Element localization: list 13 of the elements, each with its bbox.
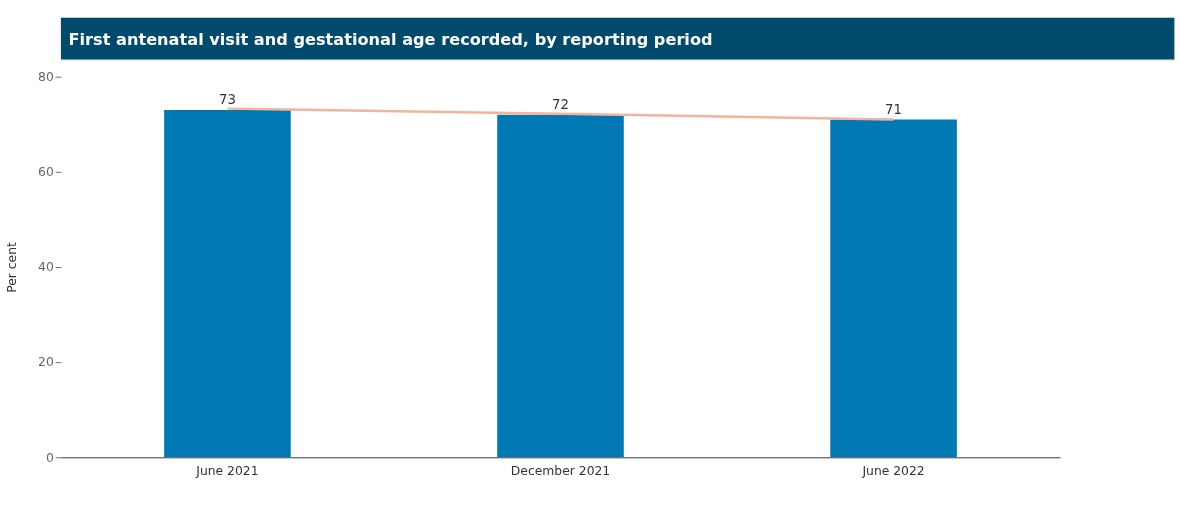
y-tick-label: 40 (38, 260, 54, 275)
data-label: 71 (885, 101, 903, 117)
chart-title: First antenatal visit and gestational age recorded, by reporting period (68, 30, 713, 50)
data-label: 72 (552, 97, 569, 113)
x-tick-label: December 2021 (510, 463, 611, 478)
data-label: 73 (218, 92, 236, 108)
x-tick-label: June 2022 (861, 463, 925, 478)
y-tick-label: 0 (45, 450, 54, 465)
y-tick-label: 60 (38, 165, 54, 180)
y-tick-label: 80 (38, 69, 54, 84)
x-tick-label: June 2021 (195, 463, 259, 478)
y-tick-label: 20 (38, 355, 54, 370)
y-axis-title: Per cent (5, 241, 20, 293)
